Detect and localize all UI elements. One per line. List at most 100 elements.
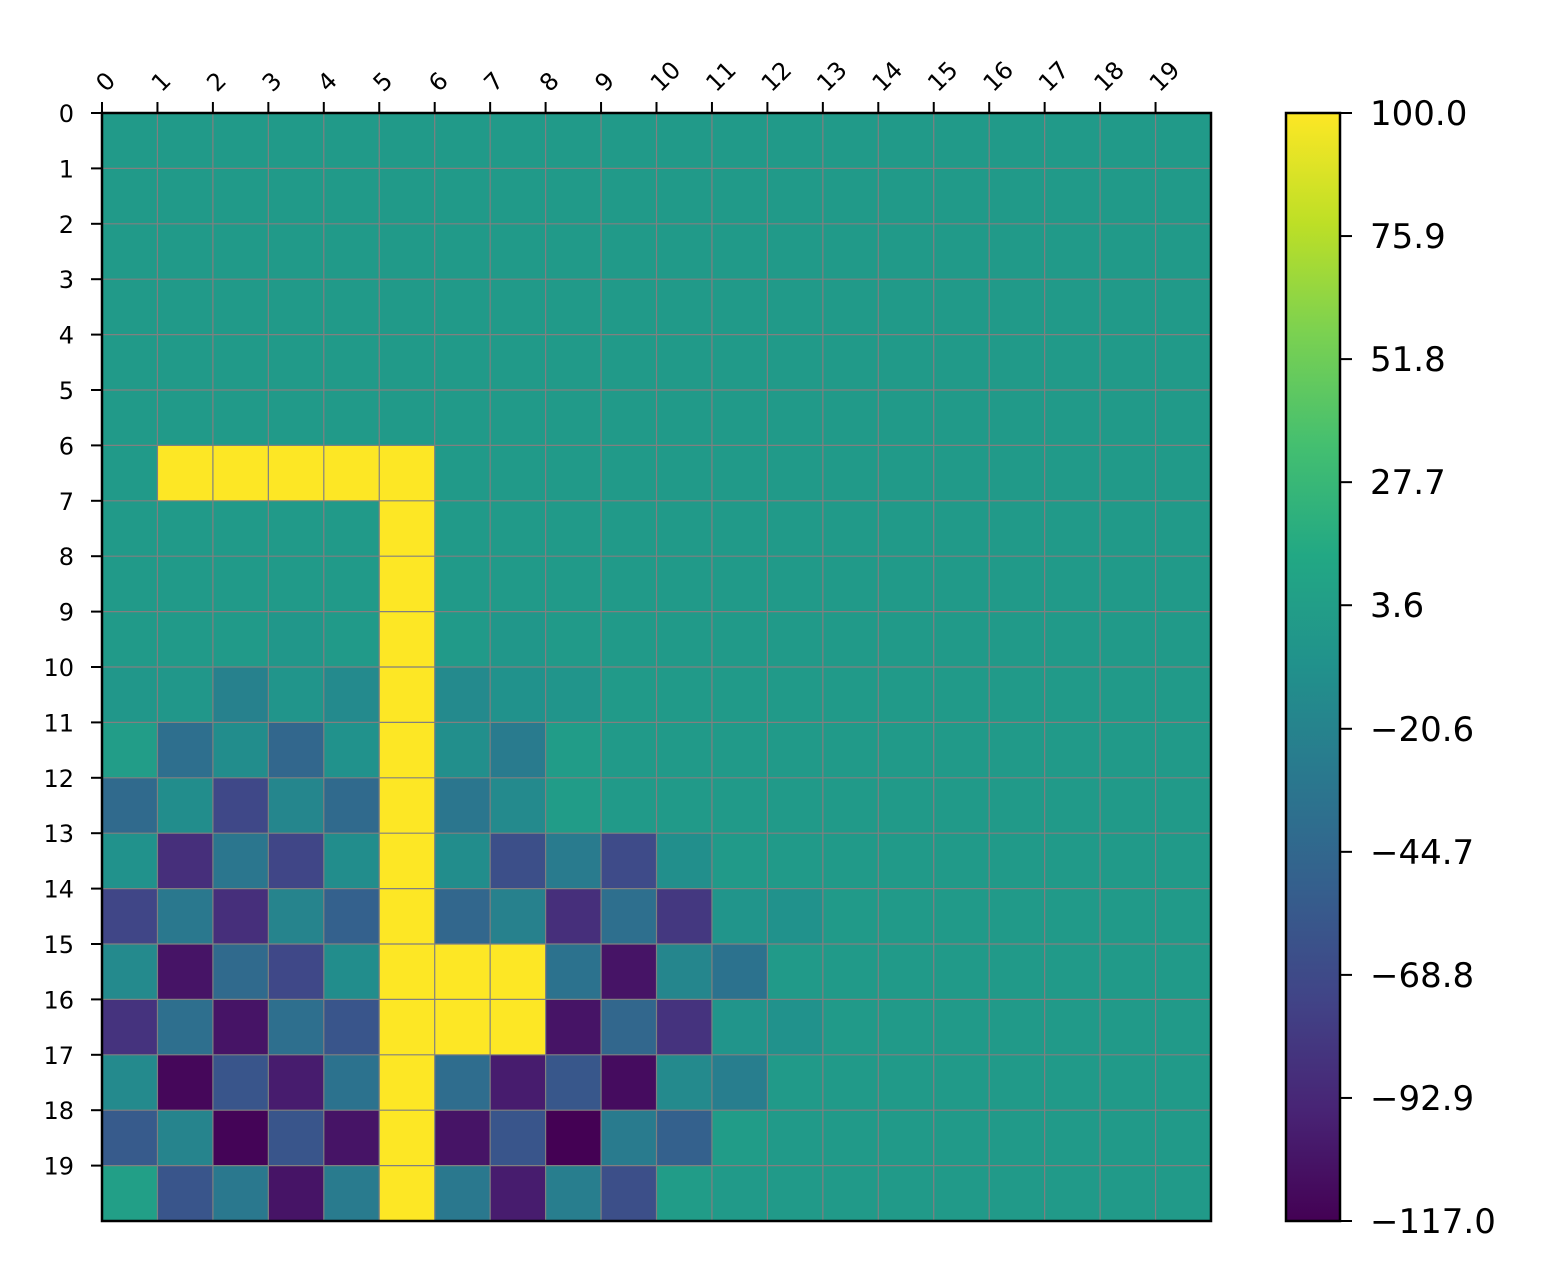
heatmap-cell-r7-c7	[490, 500, 547, 557]
heatmap-cell-r11-c6	[434, 722, 491, 779]
heatmap-cell-r8-c10	[656, 556, 713, 613]
heatmap-cell-r19-c17	[1044, 1165, 1101, 1222]
heatmap-cell-r7-c9	[601, 500, 657, 557]
heatmap-cell-r0-c12	[767, 113, 824, 169]
heatmap-cell-r8-c16	[989, 556, 1046, 613]
y-tick-label: 16	[43, 986, 74, 1014]
heatmap-cell-r5-c6	[434, 390, 491, 446]
heatmap-cell-r8-c2	[212, 556, 269, 613]
heatmap-cell-r6-c16	[989, 445, 1046, 502]
heatmap-cell-r5-c1	[157, 390, 214, 446]
heatmap-cell-r2-c3	[268, 223, 325, 280]
heatmap-cell-r9-c4	[323, 611, 380, 668]
heatmap-cell-r14-c1	[157, 888, 214, 945]
heatmap-cell-r6-c5	[379, 445, 436, 502]
heatmap-cell-r9-c7	[490, 611, 547, 668]
heatmap-cell-r13-c5	[379, 833, 436, 890]
heatmap-cell-r8-c3	[268, 556, 325, 613]
x-tick-label: 19	[1144, 56, 1185, 97]
heatmap-cell-r2-c4	[323, 223, 380, 280]
heatmap-cell-r15-c7	[490, 944, 547, 1000]
heatmap-cell-r12-c9	[601, 777, 657, 834]
x-axis: 0 1 2 3 4 5 6 7 8 9 10 11 12 13 14 15 16 17 18 19	[90, 56, 1185, 113]
heatmap-cell-r7-c12	[767, 500, 824, 557]
heatmap-cell-r19-c13	[822, 1165, 879, 1222]
colorbar-tick-label: 75.9	[1370, 217, 1446, 257]
heatmap-cell-r8-c18	[1100, 556, 1157, 613]
heatmap-cell-r16-c9	[601, 999, 657, 1056]
y-tick-label: 14	[43, 876, 74, 904]
heatmap-cell-r4-c9	[601, 334, 657, 391]
heatmap-cell-r19-c3	[268, 1165, 325, 1222]
y-tick-label: 6	[59, 432, 74, 460]
heatmap-cell-r9-c15	[933, 611, 990, 668]
heatmap-cell-r17-c1	[157, 1054, 214, 1111]
heatmap-cell-r14-c5	[379, 888, 436, 945]
colorbar-tick-label: 100.0	[1370, 94, 1467, 134]
heatmap-cell-r2-c1	[157, 223, 214, 280]
heatmap-cell-r7-c6	[434, 500, 491, 557]
heatmap-cell-r12-c3	[268, 777, 325, 834]
heatmap-cell-r14-c14	[878, 888, 935, 945]
colorbar: 100.0 75.9 51.8 27.7 3.6 −20.6 −44.7 −68.8 −92.9…	[1284, 94, 1496, 1242]
x-tick-label: 15	[922, 56, 963, 97]
heatmap-cell-r10-c7	[490, 667, 547, 723]
heatmap-cell-r15-c14	[878, 944, 935, 1000]
heatmap-cell-r9-c0	[102, 611, 158, 668]
heatmap-cell-r1-c16	[989, 168, 1046, 225]
heatmap-cell-r10-c11	[711, 667, 768, 723]
heatmap-cell-r11-c7	[490, 722, 547, 779]
heatmap-cell-r17-c16	[989, 1054, 1046, 1111]
heatmap-cell-r19-c16	[989, 1165, 1046, 1222]
heatmap-cell-r10-c6	[434, 667, 491, 723]
heatmap-cell-r0-c6	[434, 113, 491, 169]
heatmap-cell-r15-c16	[989, 944, 1046, 1000]
heatmap-cell-r1-c7	[490, 168, 547, 225]
heatmap-cell-r4-c1	[157, 334, 214, 391]
heatmap-cell-r15-c3	[268, 944, 325, 1000]
heatmap-cell-r17-c13	[822, 1054, 879, 1111]
heatmap-cell-r1-c13	[822, 168, 879, 225]
heatmap-cell-r2-c18	[1100, 223, 1157, 280]
heatmap-cell-r10-c4	[323, 667, 380, 723]
heatmap-cell-r4-c19	[1155, 334, 1212, 391]
heatmap-cell-r16-c15	[933, 999, 990, 1056]
heatmap-cell-r13-c8	[545, 833, 602, 890]
heatmap-cell-r15-c18	[1100, 944, 1157, 1000]
heatmap-cell-r2-c7	[490, 223, 547, 280]
heatmap-cell-r16-c16	[989, 999, 1046, 1056]
heatmap-cell-r12-c10	[656, 777, 713, 834]
heatmap-cell-r16-c6	[434, 999, 491, 1056]
heatmap-cell-r16-c19	[1155, 999, 1212, 1056]
heatmap-cell-r14-c0	[102, 888, 158, 945]
heatmap-cell-r3-c15	[933, 279, 990, 336]
heatmap-cell-r5-c8	[545, 390, 602, 446]
heatmap-cell-r19-c12	[767, 1165, 824, 1222]
heatmap-cell-r7-c2	[212, 500, 269, 557]
heatmap-cell-r1-c19	[1155, 168, 1212, 225]
y-tick-label: 18	[43, 1097, 74, 1125]
heatmap-cell-r12-c7	[490, 777, 547, 834]
heatmap-cell-r13-c18	[1100, 833, 1157, 890]
y-tick-label: 7	[59, 488, 74, 516]
heatmap-cell-r9-c16	[989, 611, 1046, 668]
x-tick-label: 13	[811, 56, 852, 97]
heatmap-cell-r14-c17	[1044, 888, 1101, 945]
y-tick-label: 13	[43, 820, 74, 848]
heatmap-cell-r5-c9	[601, 390, 657, 446]
heatmap-cell-r18-c5	[379, 1110, 436, 1167]
heatmap-cell-r11-c16	[989, 722, 1046, 779]
heatmap-cell-r8-c5	[379, 556, 436, 613]
heatmap-cell-r9-c2	[212, 611, 269, 668]
heatmap-cell-r12-c12	[767, 777, 824, 834]
heatmap-cell-r4-c16	[989, 334, 1046, 391]
heatmap-cell-r15-c0	[102, 944, 158, 1000]
heatmap-cell-r7-c19	[1155, 500, 1212, 557]
heatmap-cell-r2-c11	[711, 223, 768, 280]
heatmap-cell-r5-c7	[490, 390, 547, 446]
heatmap-cell-r4-c17	[1044, 334, 1101, 391]
heatmap-cell-r13-c4	[323, 833, 380, 890]
x-tick-label: 4	[312, 67, 343, 98]
heatmap-cell-r11-c3	[268, 722, 325, 779]
